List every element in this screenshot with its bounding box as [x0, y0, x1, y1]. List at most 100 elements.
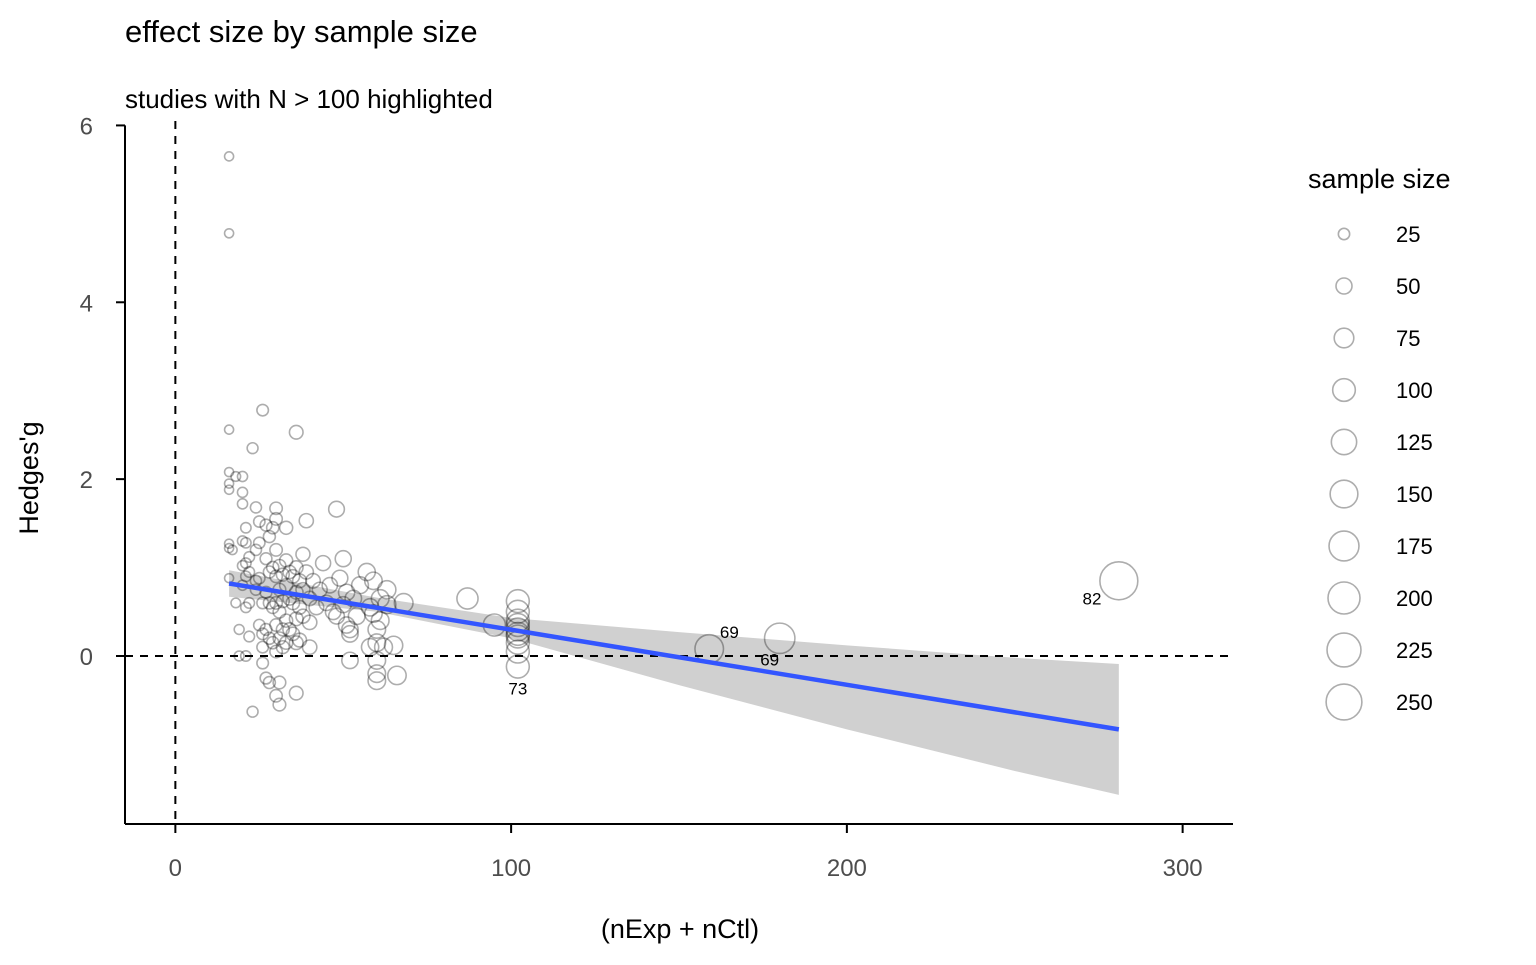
- legend-key: [1337, 227, 1351, 241]
- study-point: [269, 618, 284, 633]
- study-point: [259, 552, 273, 566]
- study-point: [265, 635, 280, 650]
- study-point: [243, 565, 256, 579]
- study-point: [223, 572, 235, 584]
- study-point: [272, 631, 287, 646]
- study-point: [236, 470, 249, 483]
- study-point: [367, 619, 387, 640]
- study-point: [278, 635, 294, 651]
- study-point: [282, 564, 297, 580]
- legend-key: [1327, 581, 1361, 615]
- study-point: [269, 595, 284, 610]
- study-point: [278, 520, 294, 536]
- study-point: [223, 227, 235, 239]
- study-point: [262, 596, 277, 610]
- study-point: [275, 622, 291, 637]
- legend-key: [1335, 277, 1353, 295]
- study-point: [259, 622, 273, 637]
- study-point: [269, 542, 284, 557]
- study-point: [233, 623, 245, 636]
- axes: 0 100 200 300 0 2 4 6: [80, 113, 1233, 882]
- study-point: [239, 536, 252, 549]
- highlight-label: 69: [720, 623, 739, 642]
- x-tick-label: 0: [169, 855, 182, 882]
- study-point: [298, 564, 315, 580]
- study-point: [252, 515, 266, 529]
- study-point: [233, 650, 245, 662]
- study-point: [256, 640, 270, 654]
- study-point: [383, 635, 404, 656]
- study-point: [298, 512, 315, 529]
- study-point: [269, 569, 284, 584]
- legend-label: 100: [1396, 378, 1433, 403]
- study-point: [363, 571, 383, 591]
- legend-label: 25: [1396, 222, 1420, 247]
- highlight-label: 73: [508, 680, 527, 699]
- y-tick-label: 6: [80, 113, 93, 140]
- study-point: [223, 538, 235, 550]
- study-point: [265, 520, 280, 535]
- legend-label: 50: [1396, 274, 1420, 299]
- study-point: [262, 675, 277, 690]
- study-point: [327, 500, 346, 518]
- study-point: [236, 498, 249, 510]
- legend-label: 150: [1396, 482, 1433, 507]
- study-point: [239, 601, 252, 614]
- study-point: [259, 671, 273, 685]
- x-tick-label: 100: [491, 855, 531, 882]
- study-point: [262, 565, 277, 579]
- study-point: [272, 558, 287, 573]
- study-point: [505, 599, 531, 624]
- legend-key: [1329, 479, 1359, 509]
- study-point: [377, 594, 397, 615]
- study-point: [331, 569, 349, 587]
- study-point: [301, 639, 318, 656]
- regression-line: [228, 581, 1120, 732]
- study-point: [223, 484, 235, 496]
- study-point: [262, 631, 277, 646]
- study-point: [505, 588, 531, 614]
- legend-label: 250: [1396, 690, 1433, 715]
- study-point: [265, 600, 280, 615]
- study-point: [236, 559, 249, 572]
- study-point: [272, 604, 287, 619]
- study-point: [386, 665, 407, 686]
- study-point: [370, 610, 390, 631]
- study-point: [243, 550, 256, 564]
- study-point: [249, 543, 263, 557]
- study-point: [269, 511, 284, 526]
- study-point: [265, 560, 280, 575]
- study-point: [291, 573, 308, 589]
- legend-label: 75: [1396, 326, 1420, 351]
- study-point: [285, 568, 301, 584]
- study-point: [243, 596, 256, 610]
- study-point: [347, 607, 366, 626]
- study-point: [367, 671, 387, 691]
- confidence-ribbon: [229, 570, 1119, 795]
- study-point: [236, 486, 249, 499]
- y-tick-label: 0: [80, 644, 93, 671]
- highlight-label: 69: [760, 651, 779, 670]
- study-point: [243, 630, 256, 643]
- study-point: [314, 554, 332, 572]
- study-point: [367, 650, 387, 670]
- study-point: [288, 559, 304, 576]
- chart-title: effect size by sample size: [125, 14, 478, 49]
- study-point: [337, 583, 356, 602]
- study-point: [230, 470, 242, 483]
- study-point: [288, 424, 304, 440]
- study-point: [367, 633, 387, 653]
- study-point: [239, 570, 252, 583]
- x-tick-label: 300: [1163, 855, 1203, 882]
- study-point: [269, 688, 284, 703]
- highlighted-study-point: [1099, 561, 1139, 601]
- study-point: [239, 650, 252, 662]
- study-point: [295, 608, 311, 624]
- study-point: [272, 697, 287, 712]
- study-point: [275, 593, 291, 609]
- legend: 25 50 75 100 125 150 175 200 225 250: [1325, 222, 1433, 721]
- study-point: [363, 604, 383, 624]
- study-point: [324, 603, 342, 621]
- study-point: [249, 501, 263, 514]
